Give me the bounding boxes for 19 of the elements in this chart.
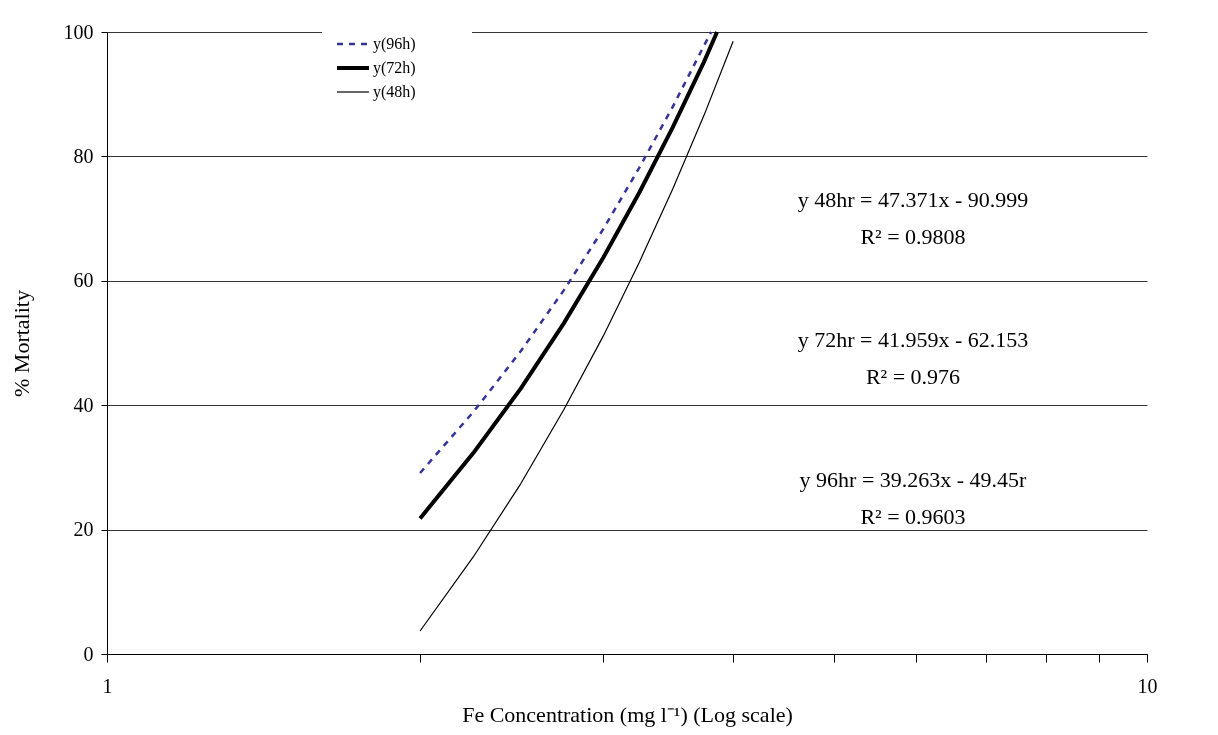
annotation: y 48hr = 47.371x - 90.999: [797, 187, 1029, 212]
y-tick-label: 80: [73, 144, 94, 167]
y-tick-label: 40: [73, 393, 94, 416]
y-tick-label: 100: [63, 20, 94, 43]
y-axis-title: % Mortality: [8, 290, 34, 397]
legend-label: y(96h): [373, 35, 416, 53]
x-axis-title: Fe Concentration (mg l⁻¹) (Log scale): [462, 701, 793, 727]
annotation: R² = 0.9603: [860, 504, 966, 529]
x-tick-label: 10: [1137, 674, 1158, 697]
annotation: R² = 0.9808: [860, 224, 966, 249]
annotation: y 72hr = 41.959x - 62.153: [797, 327, 1029, 352]
y-tick-label: 0: [83, 642, 94, 665]
x-tick-label: 1: [102, 674, 113, 697]
y-tick-label: 20: [73, 518, 94, 541]
legend-label: y(48h): [373, 83, 416, 101]
legend-label: y(72h): [373, 59, 416, 77]
annotation: y 96hr = 39.263x - 49.45r: [799, 467, 1028, 492]
annotation: R² = 0.976: [865, 364, 961, 389]
y-tick-label: 60: [73, 269, 94, 292]
